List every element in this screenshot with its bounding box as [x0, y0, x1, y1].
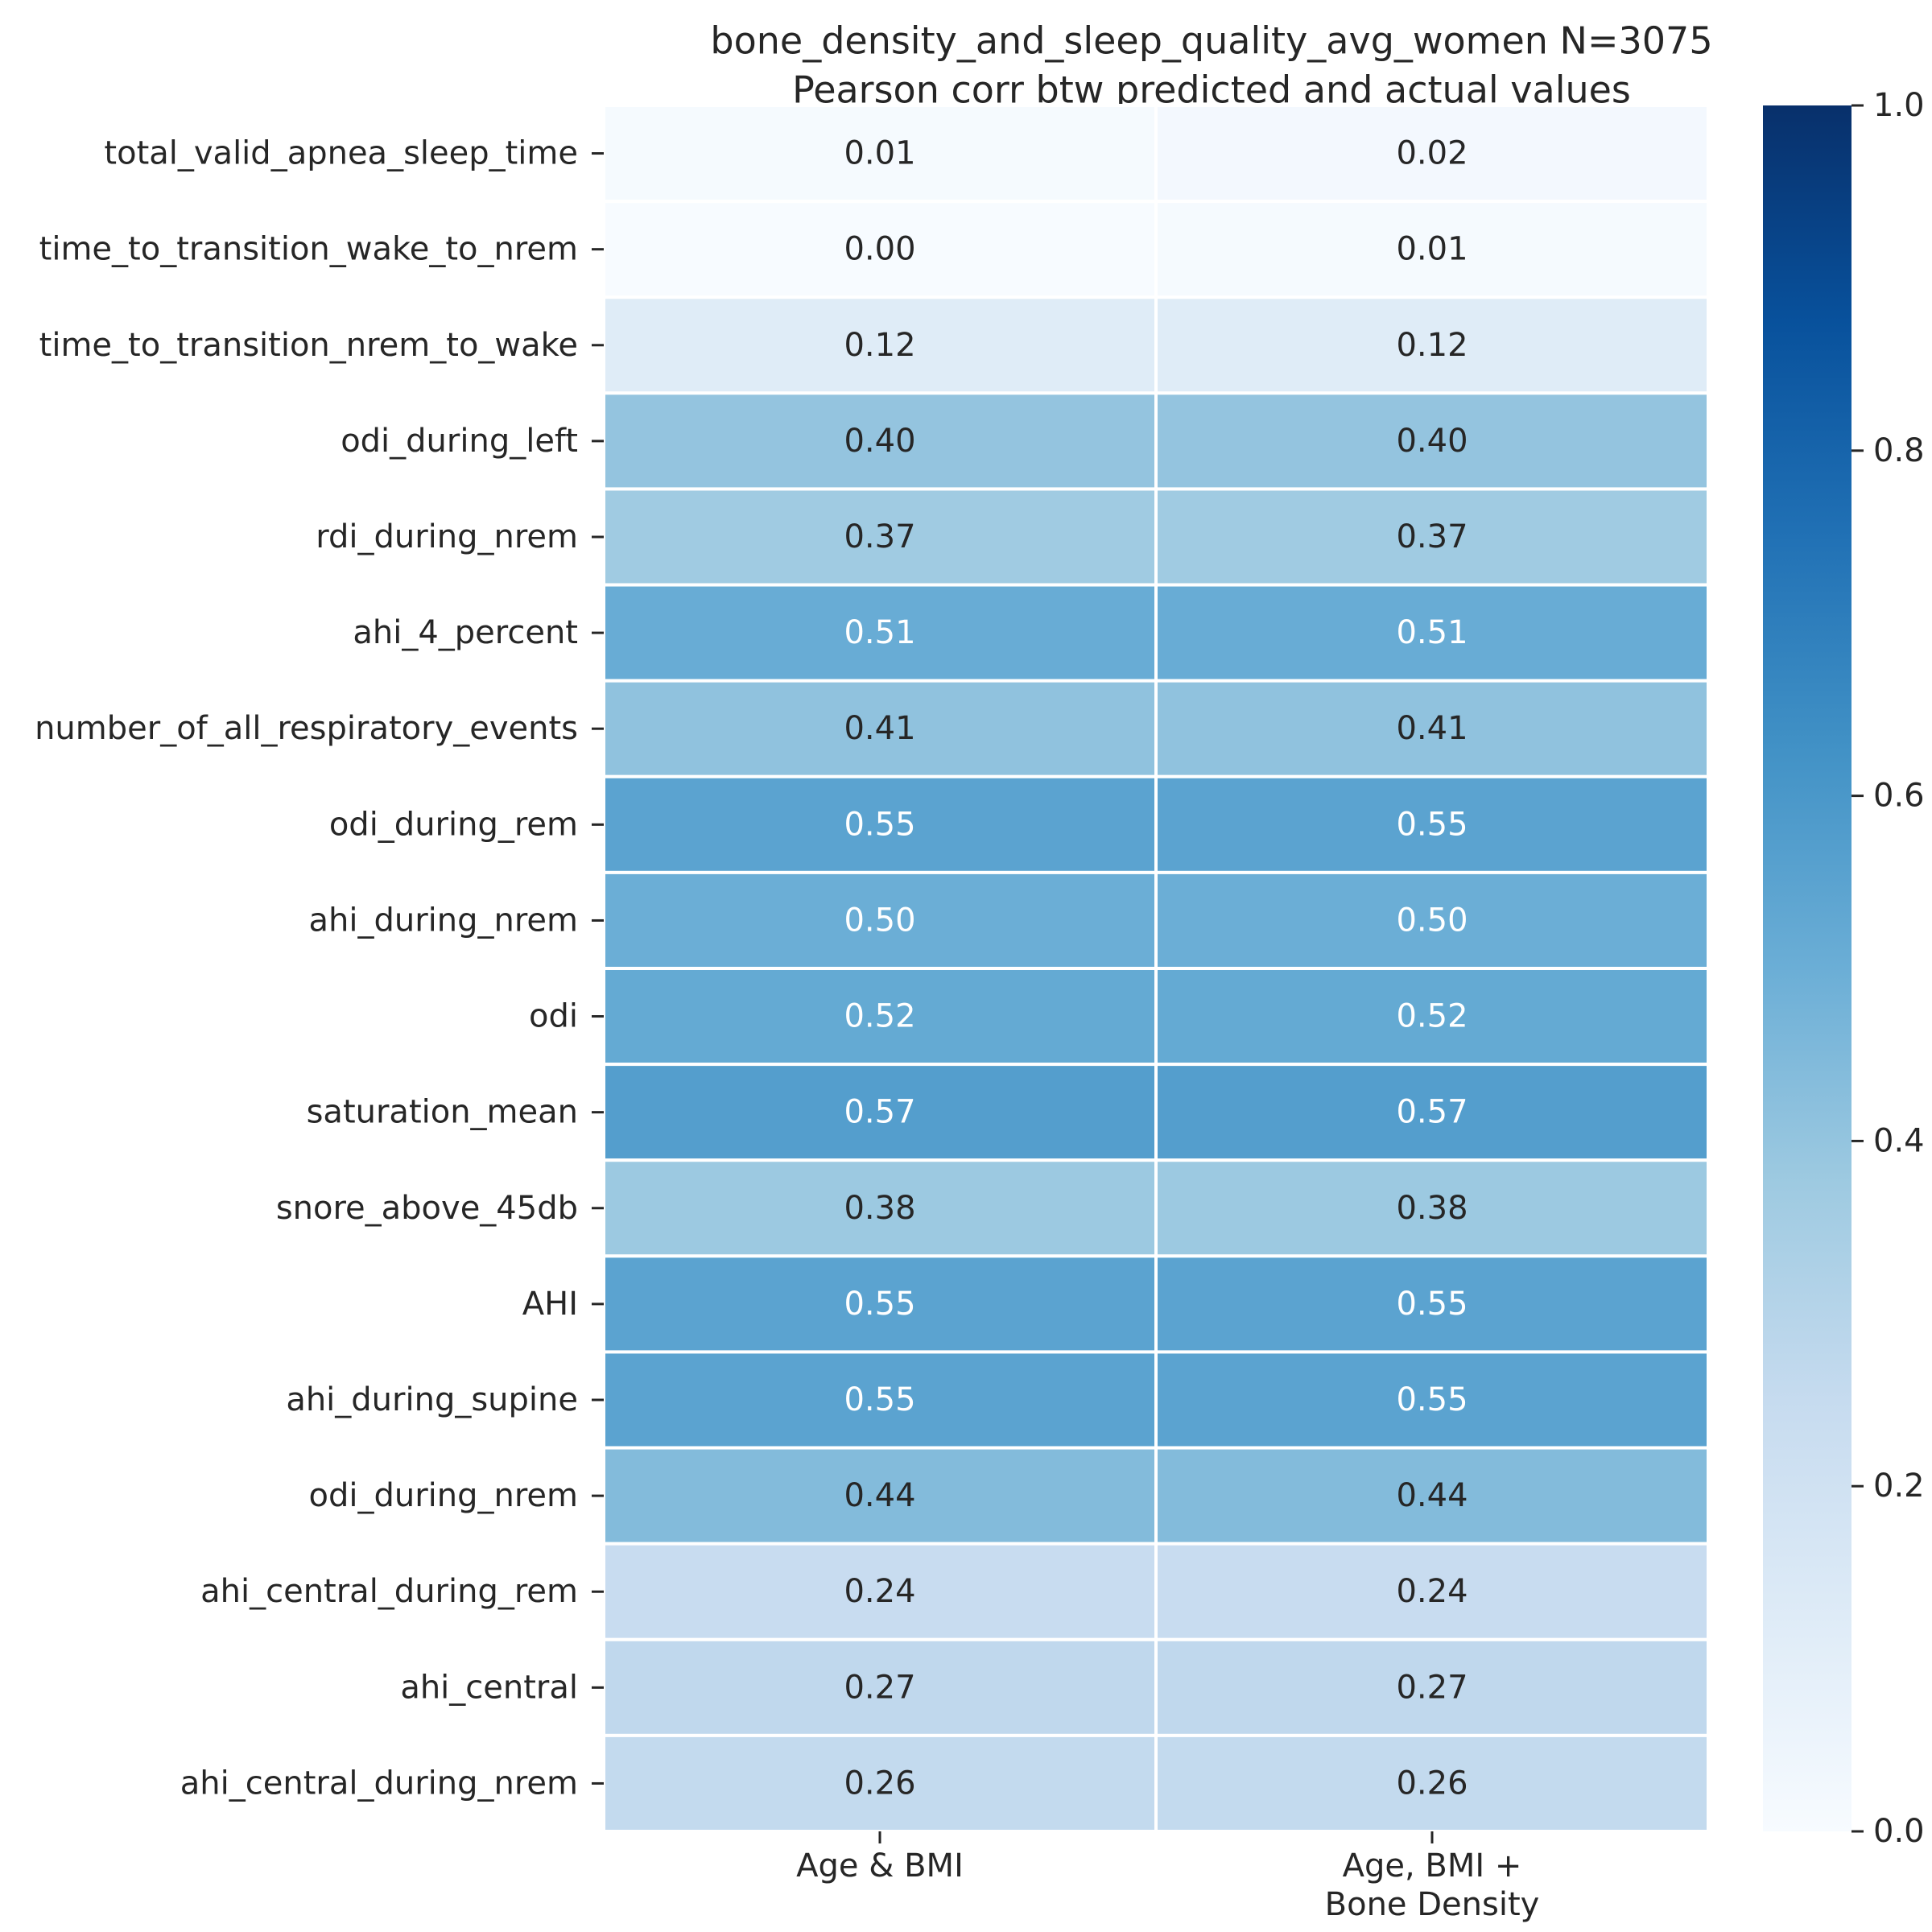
- colorbar-tick-label: 1.0: [1873, 87, 1925, 124]
- heatmap-cell: [1154, 583, 1710, 683]
- cell-value-label: 0.41: [844, 710, 915, 747]
- heatmap-cell: [602, 1254, 1158, 1354]
- cell-value-label: 0.27: [844, 1669, 915, 1706]
- cell-value-label: 0.38: [844, 1190, 915, 1227]
- cell-value-label: 0.26: [844, 1765, 915, 1802]
- row-label: ahi_4_percent: [353, 614, 578, 651]
- cell-value-label: 0.12: [844, 327, 915, 364]
- row-label: ahi_during_supine: [286, 1381, 578, 1418]
- heatmap-cell: [1154, 1542, 1710, 1641]
- row-label: odi_during_rem: [329, 806, 578, 843]
- heatmap-cell: [1154, 487, 1710, 587]
- heatmap-cell: [602, 1542, 1158, 1641]
- heatmap-cell: [1154, 1637, 1710, 1737]
- cell-value-label: 0.51: [844, 614, 915, 651]
- row-label: AHI: [522, 1286, 578, 1323]
- cell-value-label: 0.12: [1396, 327, 1468, 364]
- cell-value-label: 0.50: [844, 902, 915, 939]
- heatmap-cell: [602, 774, 1158, 874]
- heatmap-cell: [602, 104, 1158, 204]
- cell-value-label: 0.55: [844, 1286, 915, 1323]
- cell-value-label: 0.01: [844, 135, 915, 172]
- colorbar-tick-label: 0.4: [1873, 1122, 1925, 1159]
- cell-value-label: 0.26: [1396, 1765, 1468, 1802]
- heatmap-cell: [602, 1063, 1158, 1162]
- cell-value-label: 0.55: [1396, 806, 1468, 843]
- cell-value-label: 0.40: [1396, 423, 1468, 460]
- cell-value-label: 0.50: [1396, 902, 1468, 939]
- heatmap-cell: [1154, 774, 1710, 874]
- heatmap-cell: [1154, 1733, 1710, 1834]
- heatmap-cell: [602, 200, 1158, 299]
- cell-value-label: 0.41: [1396, 710, 1468, 747]
- heatmap-cell: [602, 870, 1158, 971]
- column-label: Age, BMI + Bone Density: [1325, 1847, 1540, 1923]
- colorbar-tick-label: 0.8: [1873, 432, 1925, 469]
- heatmap-cell: [1154, 1350, 1710, 1450]
- row-label: ahi_during_nrem: [308, 902, 578, 939]
- row-label: total_valid_apnea_sleep_time: [104, 135, 578, 172]
- cell-value-label: 0.55: [844, 806, 915, 843]
- row-label: odi: [529, 998, 578, 1035]
- heatmap-cell: [1154, 679, 1710, 778]
- cell-value-label: 0.44: [1396, 1477, 1468, 1514]
- heatmap-cell: [1154, 104, 1710, 204]
- cell-value-label: 0.38: [1396, 1190, 1468, 1227]
- cell-value-label: 0.57: [844, 1094, 915, 1131]
- row-label: ahi_central_during_nrem: [180, 1765, 578, 1802]
- heatmap-cell: [602, 1446, 1158, 1546]
- cell-value-label: 0.52: [844, 998, 915, 1035]
- heatmap-cell: [1154, 967, 1710, 1067]
- column-label: Age & BMI: [796, 1847, 964, 1885]
- row-label: odi_during_nrem: [308, 1477, 578, 1514]
- colorbar-tick-label: 0.2: [1873, 1468, 1925, 1505]
- cell-value-label: 0.01: [1396, 231, 1468, 268]
- cell-value-label: 0.37: [1396, 518, 1468, 555]
- cell-value-label: 0.55: [1396, 1286, 1468, 1323]
- row-label: time_to_transition_nrem_to_wake: [39, 327, 578, 364]
- heatmap-cell: [1154, 1158, 1710, 1258]
- row-label: rdi_during_nrem: [316, 518, 578, 555]
- row-label: number_of_all_respiratory_events: [35, 710, 578, 747]
- cell-value-label: 0.52: [1396, 998, 1468, 1035]
- row-label: saturation_mean: [307, 1094, 578, 1131]
- heatmap-cell: [1154, 1063, 1710, 1162]
- chart-title: bone_density_and_sleep_quality_avg_women…: [710, 19, 1712, 62]
- heatmap-cell: [1154, 1446, 1710, 1546]
- cell-value-label: 0.02: [1396, 135, 1468, 172]
- cell-value-label: 0.40: [844, 423, 915, 460]
- cell-value-label: 0.24: [1396, 1573, 1468, 1610]
- cell-value-label: 0.00: [844, 231, 915, 268]
- cell-value-label: 0.55: [844, 1381, 915, 1418]
- heatmap-cell: [1154, 391, 1710, 491]
- row-label: time_to_transition_wake_to_nrem: [39, 231, 578, 268]
- heatmap-cell: [602, 1733, 1158, 1834]
- cell-value-label: 0.24: [844, 1573, 915, 1610]
- cell-value-label: 0.37: [844, 518, 915, 555]
- row-label: odi_during_left: [341, 423, 578, 460]
- row-label: snore_above_45db: [276, 1190, 578, 1227]
- cell-value-label: 0.27: [1396, 1669, 1468, 1706]
- heatmap-cell: [1154, 870, 1710, 971]
- cell-value-label: 0.55: [1396, 1381, 1468, 1418]
- colorbar: [1763, 105, 1852, 1831]
- heatmap-cell: [602, 1158, 1158, 1258]
- colorbar-tick-label: 0.6: [1873, 778, 1925, 815]
- cell-value-label: 0.51: [1396, 614, 1468, 651]
- row-label: ahi_central_during_rem: [200, 1573, 578, 1610]
- colorbar-tick-label: 0.0: [1873, 1813, 1925, 1850]
- heatmap-cell: [1154, 1254, 1710, 1354]
- row-label: ahi_central: [400, 1669, 578, 1706]
- cell-value-label: 0.44: [844, 1477, 915, 1514]
- cell-value-label: 0.57: [1396, 1094, 1468, 1131]
